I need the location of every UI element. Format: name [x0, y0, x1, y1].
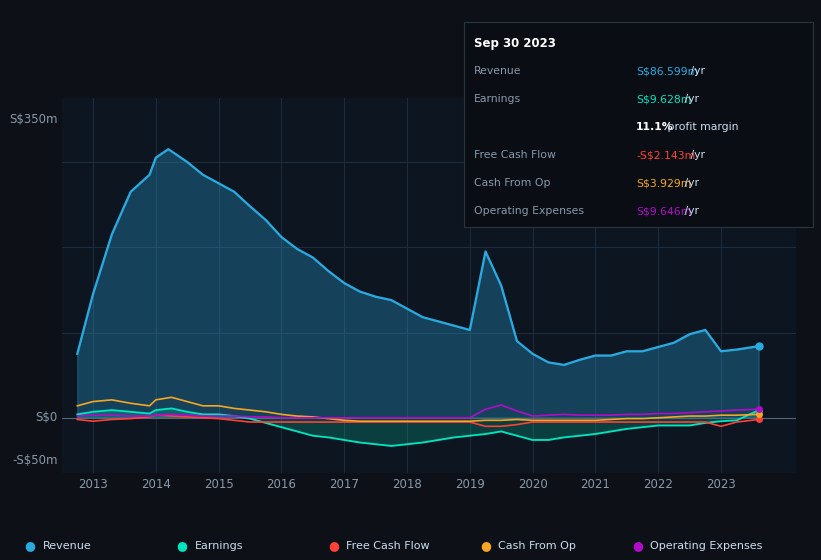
Text: Operating Expenses: Operating Expenses [650, 541, 763, 551]
Text: Sep 30 2023: Sep 30 2023 [474, 37, 556, 50]
Text: ●: ● [25, 539, 35, 553]
Text: Cash From Op: Cash From Op [498, 541, 576, 551]
Text: S$9.646m: S$9.646m [636, 207, 691, 216]
Text: ●: ● [480, 539, 491, 553]
Text: /yr: /yr [681, 95, 699, 104]
Text: ●: ● [177, 539, 187, 553]
Text: /yr: /yr [686, 67, 704, 76]
Text: profit margin: profit margin [664, 123, 739, 132]
Text: S$3.929m: S$3.929m [636, 179, 691, 188]
Text: Free Cash Flow: Free Cash Flow [346, 541, 430, 551]
Text: ●: ● [632, 539, 643, 553]
Text: /yr: /yr [681, 207, 699, 216]
Text: -S$2.143m: -S$2.143m [636, 151, 695, 160]
Text: 11.1%: 11.1% [636, 123, 674, 132]
Text: Cash From Op: Cash From Op [474, 179, 550, 188]
Text: S$350m: S$350m [9, 113, 58, 126]
Text: Revenue: Revenue [43, 541, 91, 551]
Text: -S$50m: -S$50m [12, 454, 58, 467]
Text: /yr: /yr [686, 151, 704, 160]
Text: S$86.599m: S$86.599m [636, 67, 699, 76]
Text: S$9.628m: S$9.628m [636, 95, 691, 104]
Text: ●: ● [328, 539, 339, 553]
Text: Operating Expenses: Operating Expenses [474, 207, 584, 216]
Text: Earnings: Earnings [195, 541, 243, 551]
Text: S$0: S$0 [35, 411, 58, 424]
Text: Revenue: Revenue [474, 67, 521, 76]
Text: /yr: /yr [681, 179, 699, 188]
Text: Earnings: Earnings [474, 95, 521, 104]
Text: Free Cash Flow: Free Cash Flow [474, 151, 556, 160]
